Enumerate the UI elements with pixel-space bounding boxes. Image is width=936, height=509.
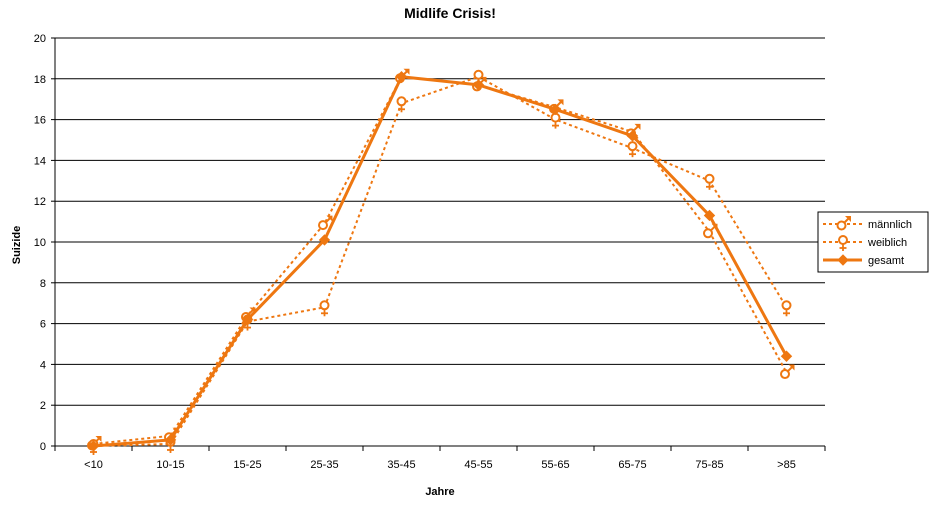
y-tick-label: 12 — [34, 196, 46, 208]
male-symbol-arrowhead — [845, 216, 851, 222]
diamond-marker-shape — [241, 313, 254, 326]
x-tick-label: 35-45 — [387, 459, 415, 471]
y-tick-label: 0 — [40, 441, 46, 453]
data-point-gesamt — [241, 313, 254, 326]
female-symbol-ring — [627, 141, 638, 152]
female-symbol-ring — [838, 235, 848, 245]
series-line-m-nnlich — [93, 75, 788, 445]
x-tick-label: 75-85 — [695, 459, 723, 471]
female-symbol-ring — [396, 96, 407, 107]
legend-label-m-nnlich: männlich — [868, 219, 912, 231]
male-symbol-ring — [318, 220, 328, 231]
data-point-weiblich — [627, 141, 638, 158]
diamond-marker-shape — [780, 350, 793, 362]
male-symbol-ring — [836, 220, 847, 231]
y-tick-label: 4 — [40, 359, 46, 371]
male-symbol-arrowhead — [326, 215, 333, 222]
y-tick-label: 6 — [40, 319, 46, 331]
data-point-gesamt — [87, 440, 100, 452]
legend: männlich weiblich gesamt — [817, 211, 929, 273]
data-point-weiblich — [396, 96, 407, 113]
x-tick-label: 45-55 — [464, 459, 492, 471]
x-tick-label: >85 — [777, 459, 796, 471]
data-point-gesamt — [549, 103, 562, 116]
male-symbol-arrowhead — [95, 435, 102, 442]
data-point-weiblich — [704, 173, 715, 190]
series-line-gesamt — [93, 75, 788, 448]
diamond-marker-shape — [626, 130, 639, 142]
y-axis-ticks: 0 2 4 6 8 10 12 14 16 18 20 — [34, 33, 55, 453]
series-layer — [87, 68, 795, 455]
y-tick-label: 2 — [40, 400, 46, 412]
data-point-weiblich — [550, 112, 561, 129]
data-point-gesamt — [318, 234, 331, 246]
data-point-gesamt — [395, 71, 408, 83]
x-tick-label: 55-65 — [541, 459, 569, 471]
chart-title: Midlife Crisis! — [404, 5, 496, 21]
data-point-gesamt — [626, 130, 639, 142]
female-symbol-ring — [319, 300, 330, 311]
female-symbol-ring — [781, 300, 792, 311]
y-tick-label: 20 — [34, 33, 46, 45]
female-symbol-ring — [704, 173, 715, 184]
legend-marker-weiblich — [838, 235, 848, 251]
male-symbol-arrowhead — [403, 68, 410, 75]
x-tick-label: 15-25 — [233, 459, 261, 471]
x-tick-label: 25-35 — [310, 459, 338, 471]
data-point-gesamt — [472, 79, 485, 91]
diamond-marker-shape — [549, 103, 562, 116]
data-point-weiblich — [781, 300, 792, 317]
data-point-m-nnlich — [318, 215, 333, 231]
male-symbol-arrowhead — [634, 123, 641, 130]
diamond-marker-shape — [395, 71, 408, 83]
diamond-marker-shape — [164, 434, 177, 446]
data-point-gesamt — [164, 434, 177, 446]
male-symbol-ring — [780, 369, 790, 380]
diamond-marker-shape — [837, 254, 849, 266]
diamond-marker-shape — [318, 234, 331, 246]
diamond-marker-shape — [87, 440, 100, 452]
x-axis-ticks: <10 10-15 15-25 25-35 35-45 45-55 55-65 65-75 75… — [54, 446, 826, 471]
x-axis-label: Jahre — [425, 486, 454, 498]
y-tick-label: 10 — [34, 237, 46, 249]
female-symbol-ring — [473, 69, 484, 80]
y-tick-label: 18 — [34, 74, 46, 86]
y-tick-label: 8 — [40, 278, 46, 290]
male-symbol-arrowhead — [557, 99, 564, 106]
legend-label-gesamt: gesamt — [868, 255, 904, 267]
data-point-weiblich — [319, 300, 330, 317]
x-tick-label: 65-75 — [618, 459, 646, 471]
series-line-weiblich — [93, 75, 788, 447]
data-point-gesamt — [780, 350, 793, 362]
data-point-m-nnlich — [780, 364, 795, 380]
legend-marker-gesamt — [837, 254, 849, 266]
male-symbol-arrowhead — [788, 364, 795, 371]
diamond-marker-shape — [703, 209, 716, 222]
legend-label-weiblich: weiblich — [867, 237, 907, 249]
legend-marker-m-nnlich — [836, 216, 851, 231]
male-symbol-ring — [703, 228, 713, 239]
y-tick-label: 16 — [34, 115, 46, 127]
diamond-marker-shape — [472, 79, 485, 91]
y-axis-label: Suizide — [11, 226, 23, 265]
gridlines — [54, 37, 825, 447]
y-tick-label: 14 — [34, 155, 46, 167]
x-tick-label: 10-15 — [156, 459, 184, 471]
x-tick-label: <10 — [84, 459, 103, 471]
data-point-gesamt — [703, 209, 716, 222]
